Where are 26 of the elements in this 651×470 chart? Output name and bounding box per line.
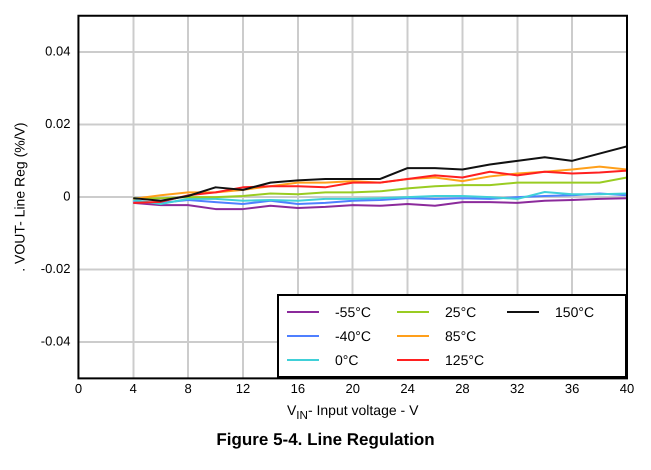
- legend-label: 150°C: [555, 304, 594, 320]
- x-tick-label: 20: [345, 380, 360, 396]
- x-tick-label: 40: [620, 380, 634, 396]
- x-axis-title: V$_{IN}$- Input voltage - V: [286, 402, 420, 422]
- y-tick-label: 0: [63, 188, 70, 204]
- legend-label: 85°C: [445, 328, 476, 344]
- legend-label: 25°C: [445, 304, 476, 320]
- legend-label: 0°C: [335, 352, 358, 368]
- y-tick-label: -0.04: [40, 334, 70, 349]
- x-tick-label: 16: [290, 380, 306, 396]
- x-tick-label: 28: [455, 380, 470, 396]
- legend-label: -55°C: [335, 304, 371, 320]
- text: Figure 5-4. Line Regulation: [215, 430, 436, 450]
- x-tick-label: 4: [130, 380, 137, 396]
- y-tick-label: 0.04: [45, 44, 70, 59]
- x-tick-label: 32: [510, 380, 525, 396]
- x-tick-label: 12: [236, 380, 250, 396]
- x-tick-label: 0: [74, 380, 82, 396]
- x-tick-label: 24: [400, 380, 415, 396]
- legend-label: -40°C: [335, 328, 371, 344]
- y-tick-label: 0.02: [45, 116, 70, 132]
- y-tick-label: -0.02: [40, 261, 70, 276]
- legend-label: 125°C: [445, 352, 484, 368]
- x-tick-label: 36: [564, 380, 580, 396]
- y-axis-title: . VOUT- Line Reg (%/V): [11, 122, 28, 272]
- x-tick-label: 8: [184, 380, 192, 396]
